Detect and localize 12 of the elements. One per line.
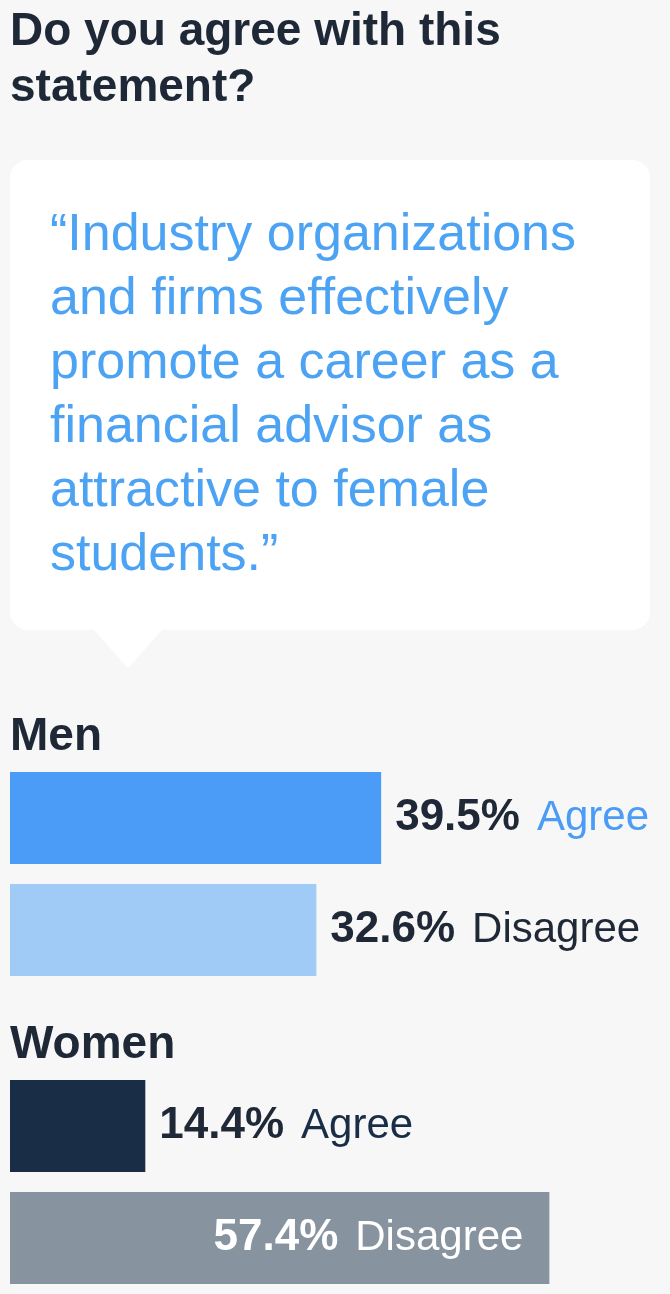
data-label: 14.4% [159,1098,285,1148]
y-tick-label: Men [10,708,102,761]
y-tick-label: Women [10,1016,176,1069]
data-label: 57.4% [213,1210,339,1260]
chart-title: Do you agree with this statement? [10,2,502,113]
chart-subtitle: “Industry organizations and firms effectively promote a career as a financial advisor as attractive to female students.” [50,202,578,583]
text: Agree [301,1099,414,1147]
data-label: 39.5% [395,790,520,840]
data-label: 32.6% [330,902,456,952]
series-label: Disagree [355,1211,524,1259]
text: Agree [536,791,649,839]
text: Disagree [472,903,641,951]
